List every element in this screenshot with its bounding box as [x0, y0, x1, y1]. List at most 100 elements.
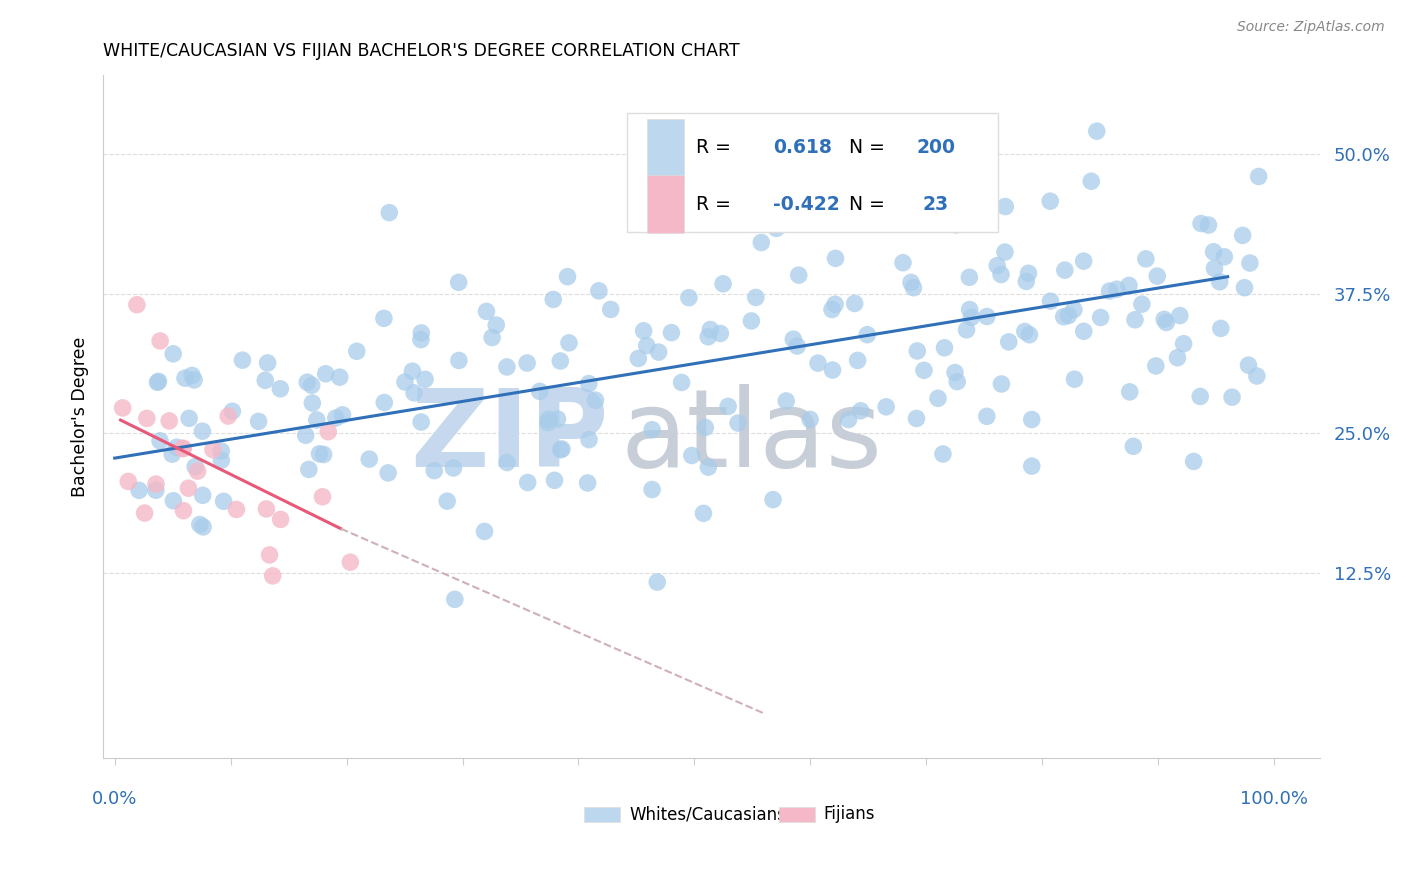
- Point: [1118, 278, 1140, 293]
- Point: [411, 326, 433, 340]
- Point: [821, 302, 844, 317]
- Point: [117, 475, 139, 489]
- Point: [905, 343, 928, 358]
- Point: [1144, 359, 1167, 373]
- Point: [401, 364, 423, 378]
- Point: [1168, 309, 1191, 323]
- Point: [837, 412, 859, 426]
- Bar: [779, 806, 815, 822]
- Point: [254, 502, 277, 516]
- Point: [149, 434, 172, 448]
- Point: [174, 371, 197, 385]
- Point: [1014, 325, 1036, 339]
- Point: [1090, 310, 1112, 325]
- Point: [172, 441, 194, 455]
- Point: [543, 293, 565, 307]
- Point: [225, 502, 247, 516]
- Point: [378, 205, 401, 219]
- Bar: [647, 175, 683, 233]
- Point: [125, 298, 148, 312]
- Point: [960, 175, 983, 189]
- Point: [1153, 312, 1175, 326]
- Point: [145, 477, 167, 491]
- Point: [1189, 217, 1212, 231]
- Point: [976, 310, 998, 324]
- Point: [846, 353, 869, 368]
- Bar: [647, 119, 683, 177]
- Point: [671, 376, 693, 390]
- Point: [934, 341, 956, 355]
- Point: [576, 475, 599, 490]
- Point: [550, 354, 572, 368]
- Point: [1039, 194, 1062, 209]
- Point: [844, 296, 866, 310]
- Point: [1063, 372, 1085, 386]
- Point: [181, 368, 204, 383]
- Point: [187, 464, 209, 478]
- Point: [329, 370, 352, 384]
- Point: [308, 447, 330, 461]
- Bar: [583, 806, 620, 822]
- Point: [1123, 312, 1146, 326]
- Point: [900, 276, 922, 290]
- Point: [146, 376, 169, 390]
- Point: [699, 322, 721, 336]
- Point: [294, 428, 316, 442]
- Point: [1213, 250, 1236, 264]
- Point: [1189, 389, 1212, 403]
- Point: [775, 394, 797, 409]
- Point: [927, 392, 949, 406]
- Point: [191, 488, 214, 502]
- Point: [856, 327, 879, 342]
- Point: [443, 592, 465, 607]
- Point: [745, 290, 768, 304]
- Point: [217, 409, 239, 423]
- Point: [695, 420, 717, 434]
- Point: [325, 411, 347, 425]
- Point: [172, 442, 194, 456]
- Point: [191, 424, 214, 438]
- Point: [875, 400, 897, 414]
- Point: [641, 423, 664, 437]
- Point: [957, 270, 980, 285]
- Y-axis label: Bachelor's Degree: Bachelor's Degree: [72, 336, 89, 497]
- Point: [1232, 228, 1254, 243]
- Point: [394, 375, 416, 389]
- Point: [749, 235, 772, 250]
- Point: [711, 277, 734, 291]
- Point: [1073, 324, 1095, 338]
- Point: [550, 442, 572, 457]
- Point: [1239, 256, 1261, 270]
- Point: [1220, 390, 1243, 404]
- Text: atlas: atlas: [620, 384, 883, 491]
- Point: [997, 334, 1019, 349]
- Point: [1135, 252, 1157, 266]
- Point: [247, 414, 270, 428]
- Point: [1182, 454, 1205, 468]
- Text: WHITE/CAUCASIAN VS FIJIAN BACHELOR'S DEGREE CORRELATION CHART: WHITE/CAUCASIAN VS FIJIAN BACHELOR'S DEG…: [103, 42, 740, 60]
- Point: [332, 408, 354, 422]
- Point: [1122, 439, 1144, 453]
- Point: [849, 404, 872, 418]
- Point: [1073, 254, 1095, 268]
- Point: [994, 245, 1017, 260]
- Point: [1018, 266, 1040, 280]
- Point: [339, 555, 361, 569]
- Point: [1209, 321, 1232, 335]
- Text: -0.422: -0.422: [773, 194, 839, 213]
- Point: [447, 353, 470, 368]
- Point: [177, 481, 200, 495]
- Point: [1118, 384, 1140, 399]
- Text: R =: R =: [696, 138, 737, 157]
- Point: [413, 372, 436, 386]
- Point: [516, 475, 538, 490]
- Point: [145, 483, 167, 498]
- Point: [128, 483, 150, 498]
- Point: [678, 291, 700, 305]
- Point: [436, 494, 458, 508]
- Point: [172, 504, 194, 518]
- Point: [496, 456, 519, 470]
- Point: [588, 284, 610, 298]
- Text: 100.0%: 100.0%: [1240, 789, 1308, 807]
- Point: [765, 221, 787, 235]
